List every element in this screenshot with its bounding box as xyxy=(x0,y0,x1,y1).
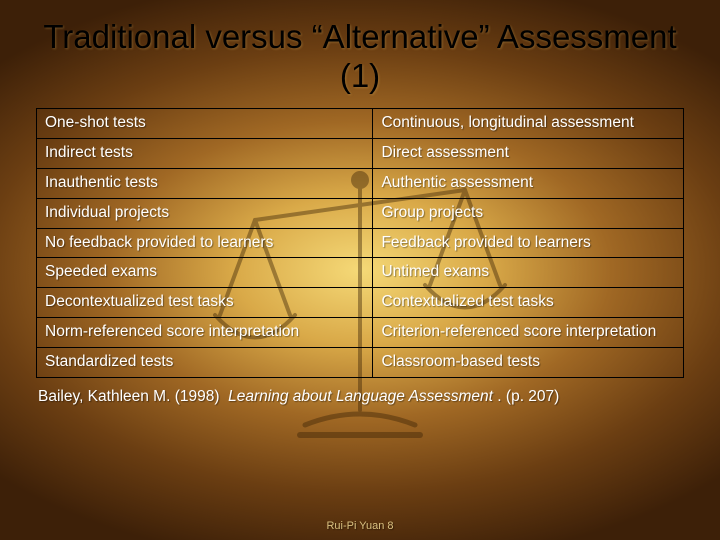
trad-cell: Norm-referenced score interpretation xyxy=(37,318,373,348)
citation-title: Learning about Language Assessment xyxy=(228,388,493,405)
footer-tag: Rui-Pi Yuan 8 xyxy=(0,520,720,532)
table-row: Inauthentic testsAuthentic assessment xyxy=(37,168,684,198)
table-row: Individual projectsGroup projects xyxy=(37,198,684,228)
citation-author: Bailey, Kathleen M. (1998) xyxy=(38,388,220,405)
table-row: Decontextualized test tasksContextualize… xyxy=(37,288,684,318)
trad-cell: Decontextualized test tasks xyxy=(37,288,373,318)
table-row: One-shot testsContinuous, longitudinal a… xyxy=(37,108,684,138)
trad-cell: One-shot tests xyxy=(37,108,373,138)
alt-cell: Group projects xyxy=(373,198,684,228)
trad-cell: Indirect tests xyxy=(37,138,373,168)
table-row: Speeded examsUntimed exams xyxy=(37,258,684,288)
alt-cell: Classroom-based tests xyxy=(373,348,684,378)
alt-cell: Untimed exams xyxy=(373,258,684,288)
table-row: No feedback provided to learnersFeedback… xyxy=(37,228,684,258)
trad-cell: Standardized tests xyxy=(37,348,373,378)
citation-line: Bailey, Kathleen M. (1998) Learning abou… xyxy=(36,388,684,406)
table-row: Standardized testsClassroom-based tests xyxy=(37,348,684,378)
alt-cell: Contextualized test tasks xyxy=(373,288,684,318)
table-row: Norm-referenced score interpretationCrit… xyxy=(37,318,684,348)
alt-cell: Direct assessment xyxy=(373,138,684,168)
table-row: Indirect testsDirect assessment xyxy=(37,138,684,168)
slide-title: Traditional versus “Alternative” Assessm… xyxy=(36,18,684,96)
trad-cell: Individual projects xyxy=(37,198,373,228)
trad-cell: Inauthentic tests xyxy=(37,168,373,198)
citation-pages: . (p. 207) xyxy=(497,388,559,405)
alt-cell: Criterion-referenced score interpretatio… xyxy=(373,318,684,348)
alt-cell: Authentic assessment xyxy=(373,168,684,198)
alt-cell: Feedback provided to learners xyxy=(373,228,684,258)
alt-cell: Continuous, longitudinal assessment xyxy=(373,108,684,138)
trad-cell: No feedback provided to learners xyxy=(37,228,373,258)
slide-container: Traditional versus “Alternative” Assessm… xyxy=(0,0,720,540)
trad-cell: Speeded exams xyxy=(37,258,373,288)
comparison-table: One-shot testsContinuous, longitudinal a… xyxy=(36,108,684,378)
